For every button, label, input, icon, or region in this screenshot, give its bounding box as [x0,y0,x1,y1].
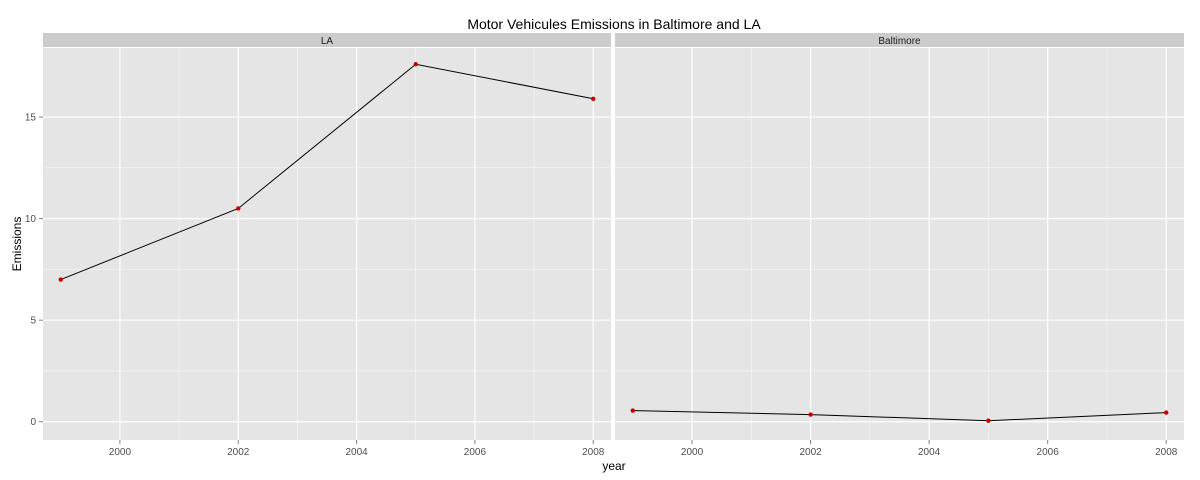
x-axis-title: year [602,459,625,473]
data-point [630,408,635,413]
x-tick-label: 2006 [464,447,487,458]
data-point [1164,410,1169,415]
data-point [808,412,813,417]
y-axis-title: Emissions [10,217,24,272]
x-tick-label: 2000 [109,447,132,458]
facet-strip-label: LA [321,36,334,47]
y-tick-label: 0 [30,417,36,428]
data-point [413,62,418,67]
y-tick-label: 5 [30,316,36,327]
x-tick-label: 2002 [799,447,822,458]
x-tick-label: 2002 [227,447,250,458]
x-tick-label: 2008 [582,447,605,458]
facet-panel-la: LA 2000 2002 2004 2006 2008 0 5 10 15 [25,33,611,458]
x-tick-label: 2004 [345,447,368,458]
facet-strip [43,33,611,47]
data-point [236,206,241,211]
facet-strip-label: Baltimore [878,36,921,47]
y-tick-label: 10 [25,214,37,225]
y-tick-label: 15 [25,113,37,124]
data-point [591,96,596,101]
facet-panel-baltimore: Baltimore 2000 2002 2004 2006 2008 [615,33,1184,458]
panel-background [43,48,611,440]
series-line [60,63,594,281]
facet-panels: LA 2000 2002 2004 2006 2008 0 5 10 15 Baltimore 200… [25,33,1184,458]
x-tick-label: 2006 [1037,447,1060,458]
chart-title: Motor Vehicules Emissions in Baltimore a… [467,16,761,32]
facet-strip [615,33,1184,47]
x-tick-label: 2004 [918,447,941,458]
panel-background [615,48,1184,440]
x-tick-label: 2000 [681,447,704,458]
data-point [986,418,991,423]
x-tick-label: 2008 [1155,447,1178,458]
series-line [632,410,1167,422]
data-point [58,277,63,282]
